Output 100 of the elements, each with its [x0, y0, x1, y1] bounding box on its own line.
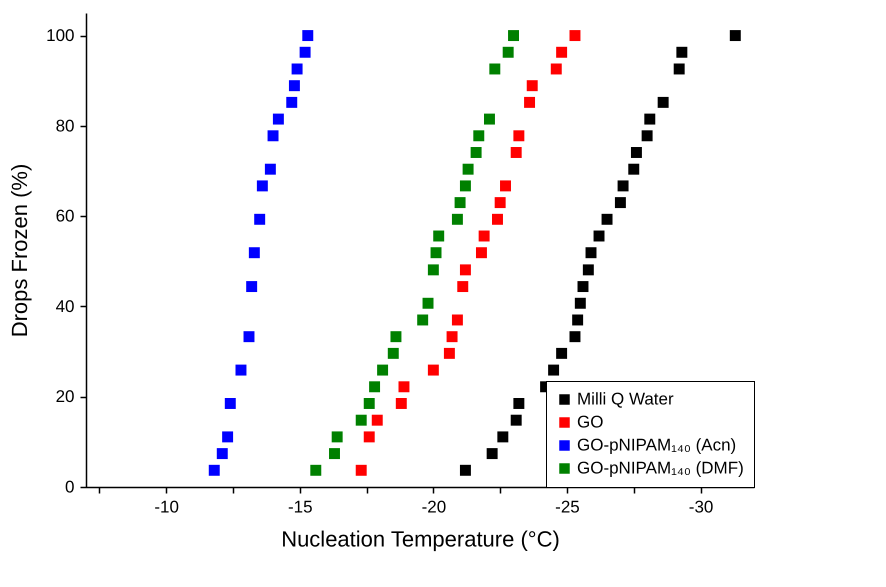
- point: [628, 164, 640, 175]
- point: [556, 46, 568, 58]
- point: [256, 180, 268, 192]
- point: [364, 398, 375, 409]
- point: [332, 431, 343, 442]
- point: [492, 214, 503, 225]
- x-tick-label: -10: [154, 498, 179, 516]
- point: [329, 448, 340, 460]
- point: [476, 247, 487, 258]
- point: [460, 264, 471, 276]
- point: [288, 80, 300, 92]
- point: [433, 230, 444, 242]
- point: [556, 348, 568, 359]
- point: [254, 214, 266, 225]
- point: [486, 448, 498, 460]
- point: [364, 431, 375, 442]
- point: [510, 414, 522, 426]
- point: [310, 464, 322, 476]
- point: [446, 331, 458, 342]
- x-tick-label: -30: [688, 498, 714, 516]
- point: [578, 281, 588, 292]
- point: [730, 30, 741, 42]
- point: [676, 46, 688, 58]
- point: [478, 230, 490, 242]
- point: [457, 281, 468, 292]
- point: [264, 164, 276, 175]
- point: [586, 247, 596, 258]
- y-tick-label: 100: [46, 26, 74, 46]
- x-tick-label: -15: [288, 498, 313, 516]
- point: [674, 64, 685, 74]
- point: [272, 114, 284, 125]
- point: [574, 298, 586, 309]
- point: [526, 80, 538, 92]
- legend-label: GO-pNIPAM₁₄₀ (Acn): [577, 436, 736, 454]
- point: [500, 180, 511, 192]
- point: [614, 197, 626, 208]
- y-axis-title: Drops Frozen (%): [7, 164, 32, 338]
- point: [460, 464, 471, 476]
- point: [462, 164, 474, 175]
- point: [548, 364, 560, 376]
- point: [618, 180, 629, 192]
- point: [377, 364, 388, 376]
- legend-label: GO: [577, 412, 604, 432]
- point: [268, 130, 279, 142]
- y-tick-label: 20: [56, 387, 74, 406]
- point: [658, 96, 669, 108]
- point: [369, 381, 380, 392]
- point: [286, 96, 298, 108]
- point: [388, 348, 399, 359]
- point: [246, 281, 258, 292]
- point: [236, 364, 246, 376]
- point: [422, 298, 434, 309]
- point: [513, 130, 524, 142]
- point: [398, 381, 410, 392]
- point: [452, 214, 463, 225]
- point: [489, 64, 500, 74]
- point: [524, 96, 536, 108]
- point: [428, 364, 439, 376]
- point: [216, 448, 228, 460]
- point: [484, 114, 495, 125]
- point: [396, 398, 407, 409]
- legend-label: Milli Q Water: [577, 390, 674, 408]
- point: [244, 331, 254, 342]
- legend-label: GO-pNIPAM₁₄₀ (DMF): [577, 458, 744, 478]
- point: [444, 348, 455, 359]
- point: [452, 314, 463, 326]
- point: [602, 214, 613, 225]
- point: [470, 147, 482, 158]
- x-tick-label: -20: [422, 498, 446, 516]
- point: [224, 398, 236, 409]
- point: [460, 180, 471, 192]
- point: [356, 414, 367, 426]
- point: [510, 147, 522, 158]
- point: [292, 64, 303, 74]
- point: [550, 64, 562, 74]
- point: [494, 197, 506, 208]
- point: [300, 46, 311, 58]
- point: [372, 414, 383, 426]
- point: [642, 130, 653, 142]
- x-tick-label: -25: [555, 498, 580, 516]
- y-tick-label: 80: [56, 116, 74, 136]
- x-axis-title: Nucleation Temperature (°C): [281, 526, 560, 552]
- point: [473, 130, 484, 142]
- point: [454, 197, 466, 208]
- point: [222, 431, 234, 442]
- point: [594, 230, 604, 242]
- point: [508, 30, 519, 42]
- point: [572, 314, 584, 326]
- point: [502, 46, 514, 58]
- point: [570, 30, 580, 42]
- point: [417, 314, 428, 326]
- point: [302, 30, 314, 42]
- point: [430, 247, 442, 258]
- point: [248, 247, 260, 258]
- point: [390, 331, 402, 342]
- y-tick-label: 60: [56, 206, 74, 226]
- y-tick-label: 40: [56, 296, 74, 316]
- point: [513, 398, 524, 409]
- point: [582, 264, 594, 276]
- point: [497, 431, 508, 442]
